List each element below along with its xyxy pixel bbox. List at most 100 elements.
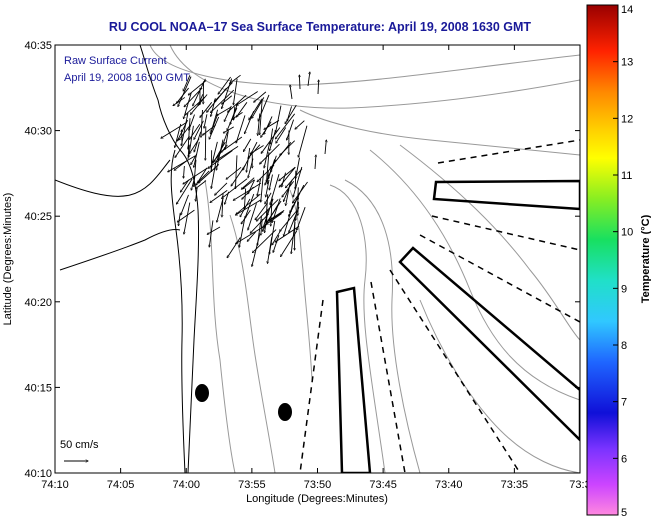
- current-vector: [197, 170, 210, 183]
- current-vector: [176, 87, 189, 103]
- current-vector: [184, 202, 191, 235]
- current-vector: [179, 124, 191, 140]
- current-vector: [266, 152, 270, 182]
- current-vector: [298, 201, 299, 216]
- current-vector: [270, 128, 274, 144]
- current-vector: [298, 125, 308, 157]
- current-vector: [285, 168, 303, 188]
- glider-dashed-5: [370, 281, 406, 473]
- current-vector: [250, 213, 269, 233]
- current-vector: [235, 199, 262, 215]
- current-vector: [257, 215, 262, 246]
- current-vector: [282, 181, 295, 197]
- colorbar-tick-label: 9: [621, 283, 627, 295]
- map-area: [55, 45, 580, 473]
- colorbar-label: Temperature (°C): [640, 214, 651, 303]
- current-vector: [265, 209, 269, 233]
- current-vector: [256, 199, 279, 221]
- current-vector: [185, 96, 206, 115]
- y-tick-label: 40:30: [24, 126, 52, 138]
- current-vector: [194, 159, 197, 187]
- colorbar-tick-label: 10: [621, 227, 633, 239]
- current-vector: [178, 212, 181, 226]
- current-vector: [269, 130, 276, 150]
- y-tick-label: 40:10: [24, 468, 52, 480]
- current-vector: [269, 211, 284, 221]
- current-vector: [272, 230, 281, 245]
- x-tick-label: 73:3: [569, 479, 590, 491]
- current-vector: [187, 145, 189, 160]
- glider-box-south: [335, 286, 372, 473]
- current-vector: [241, 209, 251, 224]
- bathy-contour-valley-west: [329, 184, 386, 473]
- glider-dashed-2: [431, 215, 580, 251]
- current-vector: [207, 226, 221, 234]
- x-axis-label: Longitude (Degrees:Minutes): [246, 493, 388, 505]
- bathy-contour-valley-east: [344, 179, 421, 473]
- current-vector: [243, 179, 255, 189]
- current-vector: [210, 189, 228, 202]
- current-vector: [224, 105, 232, 122]
- glider-box-north: [432, 179, 580, 211]
- current-vector: [218, 76, 231, 94]
- colorbar: [586, 4, 619, 516]
- current-vector: [297, 207, 306, 230]
- current-vector: [318, 80, 319, 95]
- y-tick-label: 40:20: [24, 297, 52, 309]
- y-axis-label: Latitude (Degrees:Minutes): [2, 193, 14, 326]
- current-vector: [299, 75, 300, 90]
- current-vector: [266, 213, 282, 225]
- current-vector: [270, 142, 292, 168]
- current-vector: [203, 124, 216, 135]
- current-vector: [211, 141, 218, 168]
- current-vector: [183, 75, 191, 91]
- current-vector: [211, 161, 217, 188]
- current-vector: [264, 142, 271, 168]
- current-vector: [216, 106, 231, 116]
- y-axis-ticks: 40:35 40:30 40:25 40:20 40:15 40:10: [24, 40, 580, 480]
- bathy-contour-slope-3: [419, 299, 580, 473]
- current-vectors: [161, 72, 326, 266]
- current-vector: [324, 140, 326, 155]
- colorbar-tick-label: 6: [621, 453, 627, 465]
- current-vector: [161, 121, 188, 138]
- current-vector: [177, 209, 195, 222]
- current-vector: [214, 82, 233, 101]
- coastline-inner-shore: [170, 149, 186, 473]
- current-vector: [268, 170, 269, 184]
- current-vector: [211, 89, 235, 112]
- current-vector: [293, 166, 303, 197]
- current-vector: [222, 192, 224, 217]
- current-vector: [188, 80, 207, 95]
- x-tick-label: 74:05: [107, 479, 135, 491]
- current-vector: [282, 172, 286, 187]
- current-vector: [245, 193, 255, 218]
- colorbar-ticks: 14 13 12 11 10 9 8 7 6 5: [613, 4, 633, 519]
- glider-box-diagonal: [398, 246, 580, 442]
- current-vector: [235, 155, 238, 188]
- current-vector: [260, 100, 263, 135]
- current-vector: [247, 231, 256, 241]
- current-vector: [243, 141, 258, 170]
- current-vector: [240, 198, 251, 217]
- current-vector: [198, 164, 220, 183]
- bathy-contour-mid: [169, 45, 580, 109]
- inset-label-line2: April 19, 2008 16:00 GMT: [64, 72, 190, 84]
- current-vector: [189, 123, 201, 139]
- current-vector: [183, 167, 208, 184]
- current-vector: [227, 107, 238, 131]
- current-vector: [250, 145, 264, 154]
- current-vector: [196, 167, 208, 185]
- x-tick-label: 74:10: [41, 479, 69, 491]
- current-vector: [315, 155, 316, 170]
- current-vector: [258, 94, 270, 121]
- current-vector: [175, 135, 190, 158]
- current-vector: [252, 229, 277, 253]
- current-vector: [168, 155, 196, 172]
- colorbar-tick-label: 14: [621, 4, 633, 16]
- coastline-outer: [139, 45, 200, 473]
- current-vector: [217, 145, 239, 159]
- current-vector: [269, 174, 273, 190]
- current-vector: [227, 237, 241, 258]
